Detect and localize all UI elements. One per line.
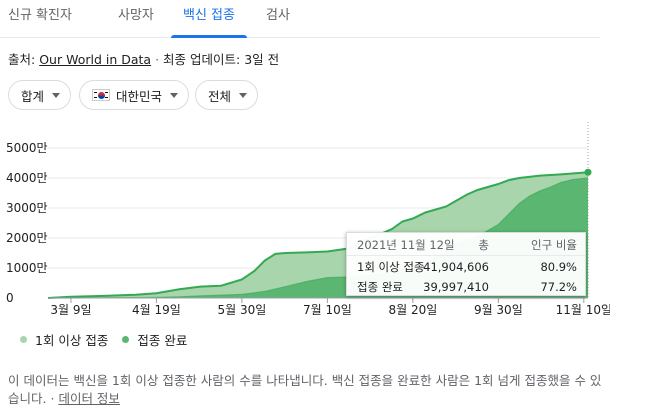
tab-deaths[interactable]: 사망자 — [118, 8, 154, 23]
tab-new-cases[interactable]: 신규 확진자 — [8, 8, 72, 23]
tab-tests[interactable]: 검사 — [266, 8, 290, 23]
scope-filter-label: 전체 — [208, 88, 232, 104]
legend-label: 1회 이상 접종 — [35, 333, 109, 348]
tab-vaccinations[interactable]: 백신 접종 — [171, 6, 247, 38]
tooltip-row-label: 1회 이상 접종 — [357, 260, 425, 274]
total-filter-label: 합계 — [21, 88, 45, 104]
tooltip-row-fully-vaccinated: 접종 완료 39,997,410 77.2% — [357, 277, 577, 297]
source-prefix: 출처: — [8, 52, 36, 67]
tooltip-row-first-dose: 1회 이상 접종 41,904,606 80.9% — [357, 257, 577, 277]
country-filter-label: 대한민국 — [116, 88, 163, 104]
source-link[interactable]: Our World in Data — [39, 52, 152, 67]
tooltip-row-pct: 80.9% — [540, 260, 577, 274]
chevron-down-icon — [52, 92, 61, 98]
x-tick-label: 8월 20일 — [388, 303, 437, 317]
x-tick-label: 4월 19일 — [132, 303, 181, 317]
x-tick-label: 11월 10일 — [556, 303, 610, 317]
chevron-down-icon — [239, 92, 248, 98]
scope-filter-chip[interactable]: 전체 — [195, 80, 259, 110]
y-tick-label: 3000만 — [6, 201, 48, 215]
tooltip-col-pct: 인구 비율 — [531, 238, 577, 252]
y-tick-label: 4000만 — [6, 171, 48, 185]
tooltip-row-total: 41,904,606 — [423, 260, 489, 274]
tooltip-row-label: 접종 완료 — [357, 280, 403, 294]
x-tick-label: 3월 9일 — [50, 303, 91, 317]
y-tick-label: 5000만 — [6, 141, 48, 155]
chart-legend: 1회 이상 접종 접종 완료 — [20, 330, 201, 349]
x-tick-label: 7월 10일 — [303, 303, 352, 317]
footnote-text: 이 데이터는 백신을 1회 이상 접종한 사람의 수를 나타냅니다. 백신 접종… — [8, 373, 602, 406]
data-info-link[interactable]: 데이터 정보 — [58, 391, 120, 406]
legend-swatch — [122, 336, 130, 343]
legend-item-first-dose: 1회 이상 접종 — [20, 330, 108, 349]
y-tick-label: 1000만 — [6, 261, 48, 275]
x-tick-label: 5월 30일 — [217, 303, 266, 317]
last-updated: 최종 업데이트: 3일 전 — [163, 52, 280, 67]
source-separator: · — [155, 52, 160, 67]
y-tick-label: 2000만 — [6, 231, 48, 245]
korea-flag-icon — [92, 89, 110, 101]
legend-label: 접종 완료 — [137, 333, 188, 348]
chevron-down-icon — [170, 92, 179, 98]
legend-item-fully-vaccinated: 접종 완료 — [122, 330, 187, 349]
tab-bar: 신규 확진자 사망자 백신 접종 검사 — [0, 0, 600, 38]
footnote-separator: · — [50, 391, 55, 406]
country-filter-chip[interactable]: 대한민국 — [79, 80, 190, 110]
hover-point-marker — [584, 168, 592, 176]
tooltip-row-total: 39,997,410 — [423, 280, 489, 294]
data-footnote: 이 데이터는 백신을 1회 이상 접종한 사람의 수를 나타냅니다. 백신 접종… — [8, 372, 608, 408]
y-tick-label: 0 — [6, 291, 14, 305]
tooltip-col-total: 총 — [478, 238, 489, 252]
legend-swatch — [20, 336, 27, 343]
x-tick-label: 9월 30일 — [474, 303, 523, 317]
total-filter-chip[interactable]: 합계 — [8, 80, 72, 110]
tooltip-row-pct: 77.2% — [540, 280, 577, 294]
chart-tooltip: 2021년 11월 12일 총 인구 비율 1회 이상 접종 41,904,60… — [346, 232, 586, 296]
source-line: 출처: Our World in Data · 최종 업데이트: 3일 전 — [8, 49, 279, 68]
tooltip-date: 2021년 11월 12일 — [357, 238, 455, 252]
